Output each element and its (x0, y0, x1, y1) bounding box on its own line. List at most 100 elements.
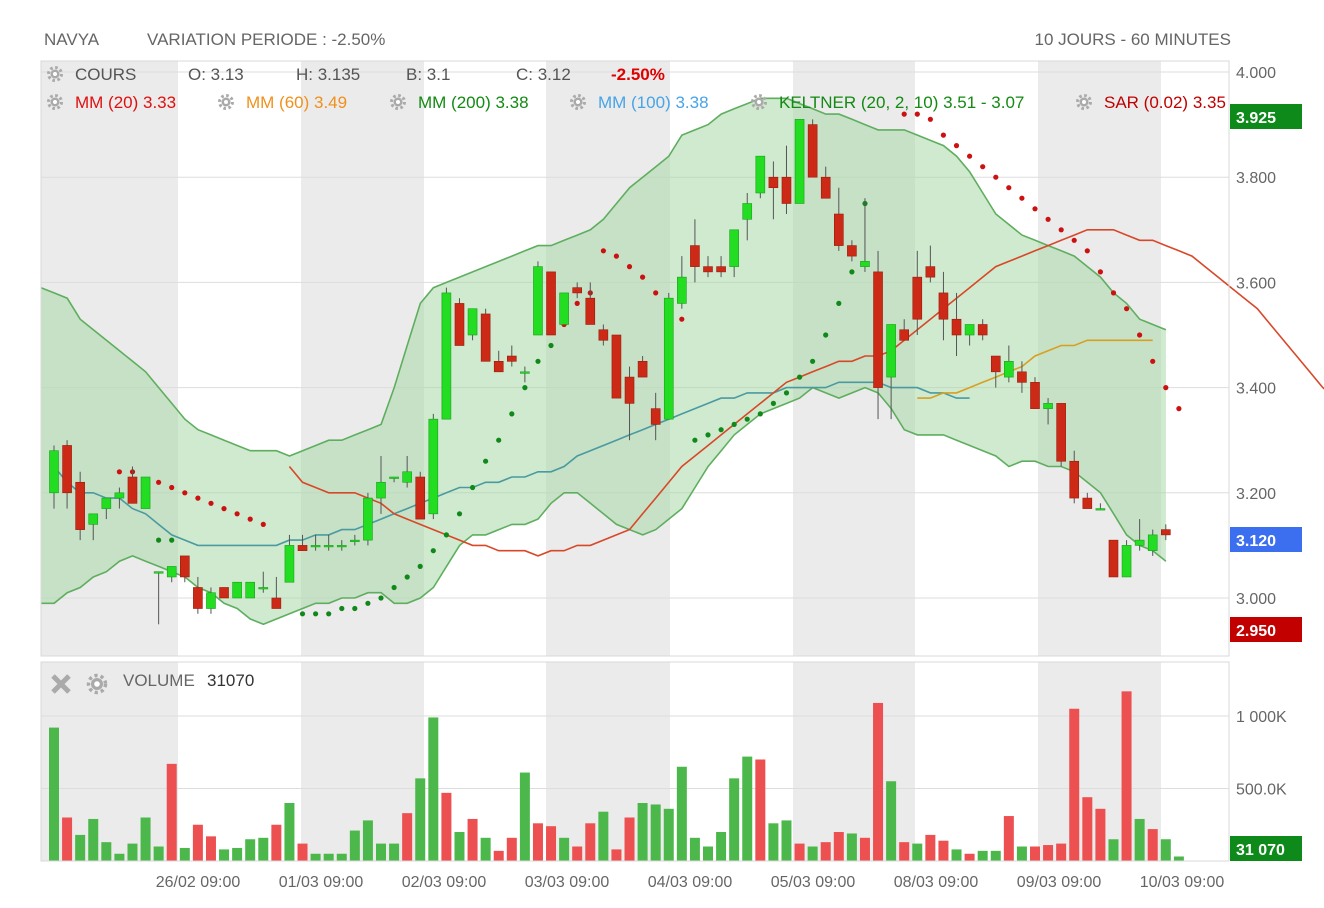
candle-body (153, 571, 164, 574)
volume-bar (1095, 808, 1106, 861)
sar-dot (692, 437, 698, 443)
volume-badge: 31 070 (1230, 836, 1302, 861)
candle-body (768, 176, 779, 189)
time-tick-label: 02/03 09:00 (402, 874, 487, 891)
candle (454, 298, 465, 346)
indicator-legend-item: MM (60) 3.49 (218, 93, 347, 112)
volume-bar (506, 837, 517, 861)
sar-dot (940, 132, 947, 138)
candle (180, 555, 190, 583)
gear-icon[interactable] (47, 94, 63, 110)
candle-body (297, 545, 308, 551)
candle (755, 155, 766, 199)
volume-bar (689, 837, 700, 861)
candle (1004, 345, 1014, 383)
sar-dot (927, 116, 934, 122)
candle-body (938, 292, 949, 320)
candle-body (1082, 497, 1093, 509)
sar-dot (1097, 269, 1103, 275)
candle (677, 256, 687, 309)
candle (559, 292, 569, 325)
candle (964, 324, 975, 346)
sar-dot (1071, 237, 1077, 243)
gear-icon[interactable] (86, 673, 108, 695)
indicator-label: SAR (0.02) 3.35 (1104, 93, 1226, 112)
close-icon[interactable] (51, 674, 71, 694)
gear-icon[interactable] (47, 66, 63, 82)
volume-bar (179, 847, 190, 861)
volume-panel-border (40, 661, 1230, 862)
candle (1056, 403, 1066, 467)
candle-body (389, 476, 399, 479)
candle (389, 476, 399, 483)
candle-body (912, 276, 923, 320)
sar-dot (653, 290, 659, 296)
volume-bar (598, 811, 609, 861)
candle-body (1004, 360, 1014, 378)
candle-body (1069, 460, 1080, 499)
period-selector[interactable]: 10 JOURS - 60 MINUTES (1035, 30, 1232, 49)
candle (258, 571, 269, 593)
candle-body (493, 360, 504, 373)
sar-dot (731, 421, 737, 427)
volume-bar (716, 832, 727, 861)
gear-icon-ring (751, 94, 767, 110)
gear-icon[interactable] (570, 94, 586, 110)
volume-bar (755, 759, 766, 861)
gear-icon[interactable] (218, 94, 234, 110)
gear-icon[interactable] (1076, 94, 1092, 110)
candle-body (376, 481, 386, 499)
volume-bar (873, 702, 884, 861)
candle (1121, 540, 1132, 578)
gear-icon-ring (1076, 94, 1092, 110)
candle-body (1147, 534, 1158, 551)
day-shade (793, 662, 915, 861)
candle (572, 282, 583, 299)
volume-bar (964, 853, 975, 861)
candles (49, 119, 1171, 625)
candle (284, 534, 295, 583)
volume-axis: 1 000K 500.0K (1236, 709, 1287, 799)
sar-dot (679, 316, 685, 322)
candle (245, 581, 255, 599)
candle (219, 587, 229, 599)
sar-dot (456, 511, 463, 517)
volume-bar (1069, 708, 1080, 861)
candle-body (572, 287, 583, 294)
candle-body (690, 245, 700, 267)
volume-bar (415, 778, 426, 861)
candle-body (533, 266, 543, 336)
volume-bar (101, 842, 112, 861)
candle-body (781, 176, 792, 204)
candle-body (677, 276, 687, 304)
volume-bar (546, 826, 557, 861)
volume-bar (310, 853, 321, 861)
gear-icon[interactable] (390, 94, 406, 110)
low-price-value: 2.950 (1236, 623, 1276, 640)
candle-body (951, 318, 962, 336)
candle-body (716, 266, 726, 273)
gear-icon-ring (570, 94, 586, 110)
sar-dot (600, 248, 607, 254)
candle (88, 513, 99, 541)
candle-body (206, 592, 216, 609)
candle-body (467, 308, 478, 336)
indicator-legend-item: MM (100) 3.38 (570, 93, 709, 112)
candle-body (454, 303, 465, 346)
candle-body (114, 492, 125, 499)
candle (520, 366, 530, 383)
candle (1030, 377, 1040, 409)
candle (166, 566, 177, 583)
candle-body (755, 155, 766, 194)
candle (598, 324, 609, 346)
gear-icon-hole (757, 100, 761, 104)
moving-averages (53, 229, 1324, 557)
sar-dot (836, 300, 842, 306)
candle (114, 487, 125, 509)
gear-icon[interactable] (751, 94, 767, 110)
sar-dot (470, 484, 476, 491)
candle (350, 534, 360, 546)
candle-body (363, 497, 373, 541)
volume-bar (899, 842, 910, 861)
